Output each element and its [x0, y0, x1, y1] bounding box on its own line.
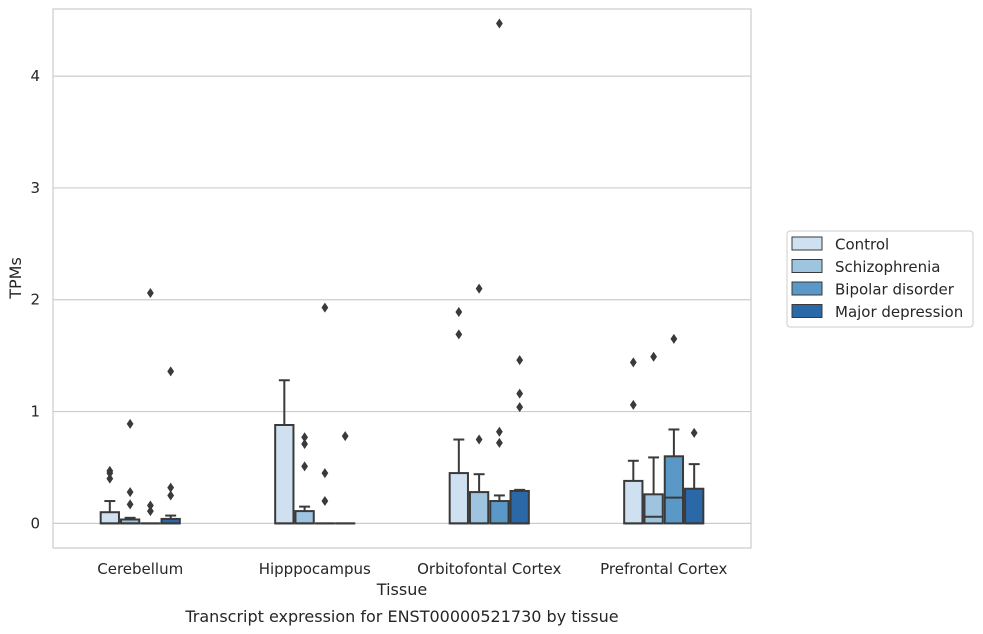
outlier-0 — [690, 427, 698, 438]
y-tick-label-1: 1 — [30, 403, 40, 421]
chart-title: Transcript expression for ENST0000052173… — [184, 607, 618, 626]
outlier-1 — [629, 399, 637, 410]
y-tick-label-4: 4 — [30, 67, 40, 85]
box-0-0 — [99, 465, 120, 525]
outlier-0 — [301, 432, 309, 443]
y-axis-ticks: 0 1 2 3 4 — [30, 67, 40, 532]
y-tick-label-3: 3 — [30, 179, 40, 197]
outlier-1 — [301, 439, 309, 450]
outlier-1 — [321, 468, 329, 479]
outlier-0 — [146, 288, 154, 299]
box-body — [623, 479, 644, 525]
outlier-2 — [126, 499, 134, 510]
outlier-0 — [670, 333, 678, 344]
box-1-2 — [314, 302, 336, 525]
outlier-0 — [495, 18, 503, 29]
legend-swatch-3 — [791, 304, 823, 318]
box-body — [663, 455, 685, 525]
outlier-0 — [167, 366, 175, 377]
y-tick-label-0: 0 — [30, 514, 40, 532]
outlier-1 — [495, 426, 503, 437]
outlier-1 — [126, 487, 134, 498]
outlier-2 — [321, 496, 329, 507]
outlier-1 — [106, 468, 114, 479]
x-tick-label-0: Cerebellum — [97, 560, 183, 578]
outlier-2 — [516, 402, 524, 413]
box-body — [294, 510, 315, 525]
outlier-0 — [126, 418, 134, 429]
outlier-1 — [167, 482, 175, 493]
legend-swatch-2 — [791, 281, 823, 296]
legend-label-3: Major depression — [835, 303, 963, 321]
x-tick-label-3: Prefrontal Cortex — [600, 560, 727, 578]
legend-label-0: Control — [835, 236, 889, 254]
x-tick-label-2: Orbitofontal Cortex — [417, 560, 561, 578]
legend: Control Schizophrenia Bipolar disorder Majo… — [786, 230, 974, 328]
outlier-0 — [341, 431, 349, 442]
box-2-1 — [468, 283, 490, 525]
outlier-2 — [495, 437, 503, 448]
box-body — [684, 487, 705, 525]
legend-swatch-1 — [791, 259, 823, 273]
plot-area — [52, 8, 752, 549]
box-0-3 — [160, 366, 181, 525]
legend-label-1: Schizophrenia — [835, 258, 940, 276]
x-tick-label-1: Hipppocampus — [259, 560, 371, 578]
legend-frame — [786, 230, 974, 328]
box-body — [643, 493, 664, 525]
outlier-1 — [146, 500, 154, 511]
outlier-0 — [475, 283, 483, 294]
box-body — [468, 491, 490, 525]
box-body — [509, 489, 530, 525]
box-2-3 — [509, 355, 530, 525]
box-3-0 — [623, 357, 644, 525]
box-1-3 — [335, 431, 356, 525]
box-body — [448, 472, 469, 525]
box-0-1 — [119, 418, 141, 525]
outlier-0 — [650, 351, 658, 362]
box-1-0 — [274, 379, 295, 525]
outlier-1 — [516, 388, 524, 399]
box-2-2 — [489, 18, 510, 525]
box-0-2 — [140, 288, 161, 525]
box-body — [489, 500, 510, 525]
boxes — [99, 18, 705, 525]
outlier-2 — [106, 473, 114, 484]
box-body — [99, 511, 120, 525]
y-tick-label-2: 2 — [30, 291, 40, 309]
y-axis-label: TPMs — [6, 257, 25, 300]
outlier-1 — [455, 329, 463, 340]
x-axis-label: Tissue — [376, 580, 427, 599]
legend-label-2: Bipolar disorder — [835, 281, 955, 299]
legend-swatch-0 — [791, 236, 823, 251]
box-3-3 — [684, 427, 705, 525]
outlier-0 — [629, 357, 637, 368]
box-body — [274, 423, 295, 525]
box-3-2 — [663, 333, 685, 525]
outlier-0 — [455, 307, 463, 318]
outlier-1 — [475, 434, 483, 445]
outlier-0 — [516, 355, 524, 366]
box-1-1 — [294, 432, 315, 525]
outlier-2 — [167, 490, 175, 501]
outlier-2 — [146, 506, 154, 517]
outlier-0 — [321, 302, 329, 313]
box-3-1 — [643, 351, 664, 525]
box-2-0 — [448, 307, 469, 525]
outlier-2 — [301, 461, 309, 472]
x-axis-ticks: Cerebellum Hipppocampus Orbitofontal Corte… — [97, 560, 727, 578]
